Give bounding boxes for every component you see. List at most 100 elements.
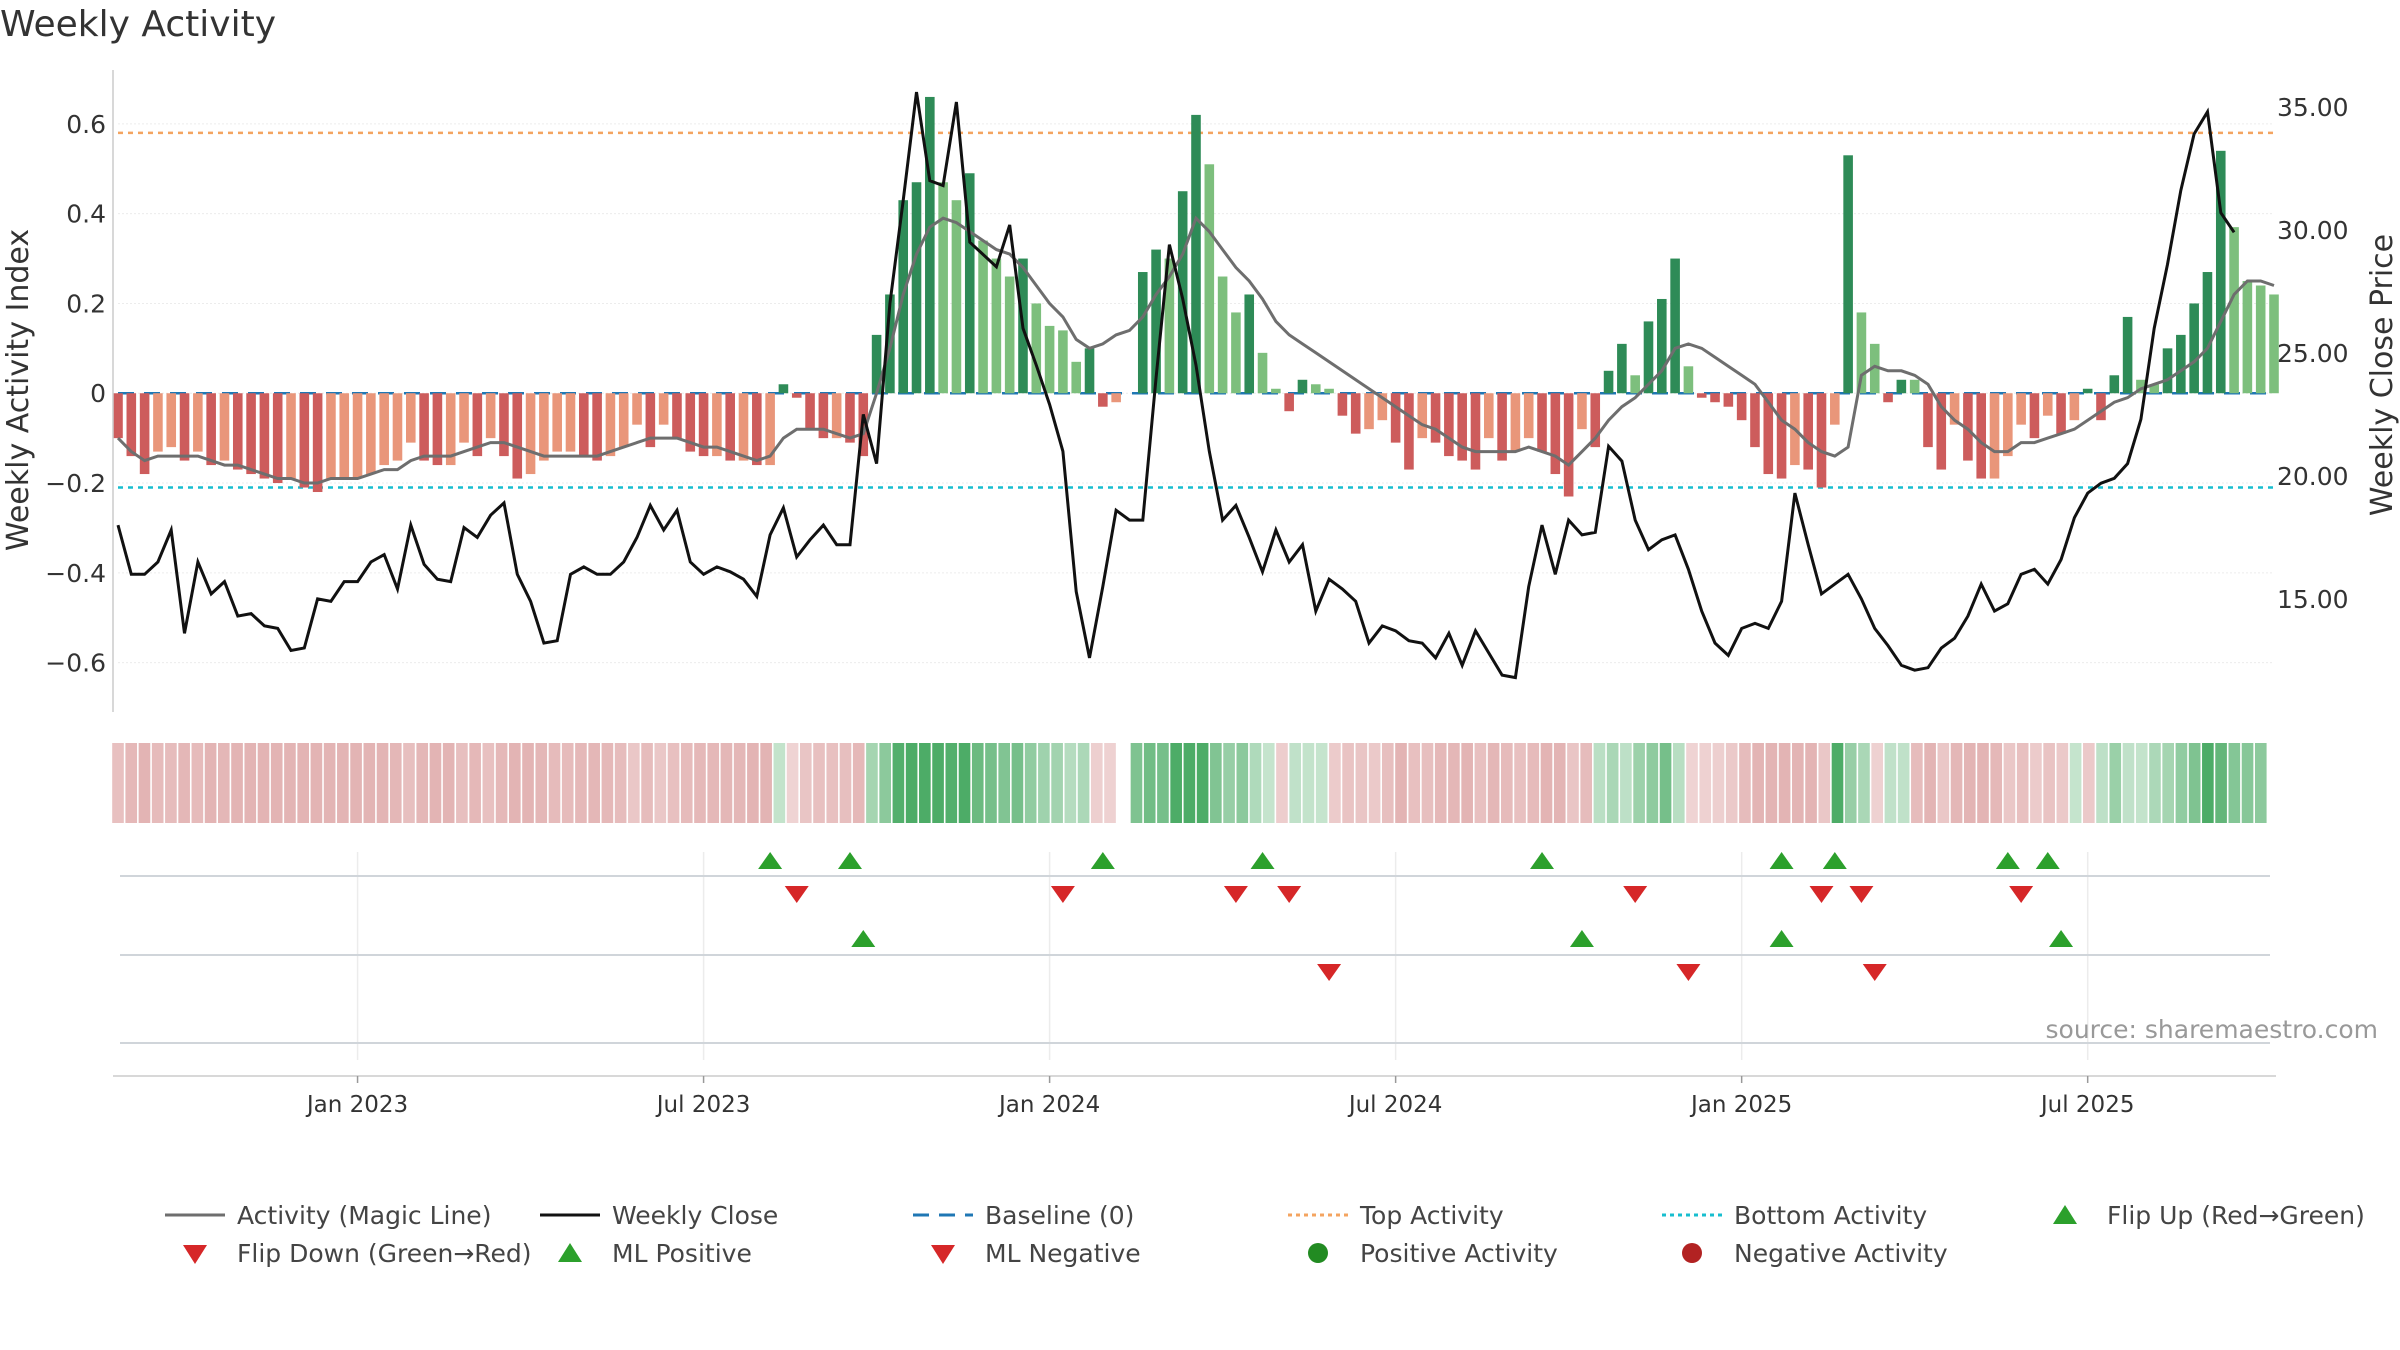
- activity-bar: [1284, 393, 1294, 412]
- strip-cell: [1765, 743, 1778, 823]
- activity-bar: [552, 393, 562, 452]
- activity-bar: [1617, 343, 1627, 394]
- legend-flip-down: Flip Down (Green→Red): [165, 1238, 532, 1268]
- flip-down-marker: [1050, 886, 1075, 903]
- activity-bar: [2229, 227, 2239, 394]
- activity-bar: [2149, 384, 2160, 394]
- y-axis-label-left: Weekly Activity Index: [1, 229, 36, 551]
- y-tick-label-right: 30.00: [2277, 216, 2349, 245]
- strip-cell: [1606, 743, 1619, 823]
- strip-cell: [2043, 743, 2055, 823]
- strip-cell: [866, 743, 878, 823]
- activity-bar: [925, 96, 935, 394]
- activity-bar: [1750, 393, 1760, 448]
- strip-cell: [204, 743, 217, 823]
- activity-bar: [964, 173, 975, 394]
- activity-bar: [206, 393, 216, 466]
- strip-cell: [151, 743, 164, 823]
- strip-cell: [641, 743, 653, 823]
- activity-bar: [525, 393, 536, 475]
- strip-cell: [1329, 743, 1341, 823]
- strip-cell: [1792, 743, 1804, 823]
- weekly-close-series: [116, 91, 2236, 680]
- strip-cell: [1038, 743, 1050, 823]
- strip-cell: [1315, 743, 1328, 823]
- activity-bar: [1883, 393, 1893, 403]
- strip-cell: [799, 743, 812, 823]
- strip-cell: [1090, 743, 1103, 823]
- activity-bar: [1004, 276, 1015, 394]
- axes: 0.6 0.4 0.2 0 −0.2 −0.4 −0.6 35.00 30.00 25.00 20.…: [45, 70, 2349, 712]
- activity-bar: [2082, 388, 2093, 394]
- activity-bar: [1736, 393, 1747, 421]
- strip-cell: [614, 743, 627, 823]
- strip-cell: [1196, 743, 1209, 823]
- activity-bar: [1310, 384, 1321, 394]
- strip-cell: [1646, 743, 1659, 823]
- strip-cell: [2056, 743, 2069, 823]
- close-line-swatch-icon: [540, 1200, 600, 1230]
- activity-bar: [539, 393, 549, 461]
- activity-bar: [1151, 249, 1161, 394]
- flip-down-marker: [1849, 886, 1874, 903]
- flip-up-marker: [1250, 852, 1275, 869]
- activity-bar: [379, 393, 389, 466]
- activity-bar: [1244, 294, 1255, 394]
- strip-cell: [1514, 743, 1526, 823]
- strip-cell: [892, 743, 905, 823]
- strip-cell: [1620, 743, 1632, 823]
- series-lines: [116, 91, 2275, 680]
- strip-cell: [839, 743, 852, 823]
- flip-up-marker: [1822, 852, 1847, 869]
- activity-bar: [1537, 393, 1547, 452]
- activity-bar: [2176, 334, 2186, 394]
- strip-cell: [985, 743, 997, 823]
- legend-label: Top Activity: [1360, 1200, 1504, 1230]
- strip-cell: [429, 743, 442, 823]
- strip-cell: [2215, 743, 2227, 823]
- activity-bar: [1843, 155, 1853, 394]
- strip-cell: [2202, 743, 2214, 823]
- ml-positive-marker: [851, 930, 876, 947]
- strip-cell: [707, 743, 720, 823]
- legend-row-1: Activity (Magic Line) Weekly Close Basel…: [150, 1200, 2400, 1238]
- strip-cell: [680, 743, 693, 823]
- strip-cell: [1805, 743, 1817, 823]
- strip-cell: [337, 743, 349, 823]
- strip-cell: [1858, 743, 1870, 823]
- activity-bar: [1550, 393, 1561, 475]
- strip-cell: [813, 743, 825, 823]
- strip-cell: [297, 743, 309, 823]
- strip-cell: [112, 743, 124, 823]
- activity-bar: [352, 393, 363, 479]
- activity-bar: [1803, 393, 1813, 470]
- activity-bar: [2042, 393, 2053, 416]
- activity-bar: [1590, 393, 1601, 448]
- y-tick-label-right: 15.00: [2277, 585, 2349, 614]
- bottom-activity-swatch-icon: [1662, 1200, 1722, 1230]
- flip-down-marker: [2009, 886, 2034, 903]
- strip-cell: [2175, 743, 2188, 823]
- strip-cell: [1434, 743, 1447, 823]
- activity-bar: [1670, 258, 1680, 394]
- strip-cell: [2109, 743, 2122, 823]
- strip-cell: [1752, 743, 1764, 823]
- legend-ml-positive: ML Positive: [540, 1238, 752, 1268]
- legend-flip-up: Flip Up (Red→Green): [2035, 1200, 2365, 1230]
- strip-cell: [760, 743, 772, 823]
- legend: Activity (Magic Line) Weekly Close Basel…: [150, 1200, 2400, 1276]
- activity-bar: [366, 393, 376, 475]
- activity-bar: [339, 393, 350, 479]
- activity-bar: [1657, 298, 1667, 394]
- x-tick-label: Jul 2024: [1347, 1092, 1443, 1118]
- y-tick-label-left: 0: [90, 379, 106, 408]
- x-tick-label: Jul 2025: [2039, 1092, 2135, 1118]
- activity-bar: [592, 393, 602, 461]
- strip-cell: [1778, 743, 1791, 823]
- activity-bar: [232, 393, 243, 470]
- ml-positive-marker: [2049, 930, 2074, 947]
- activity-bar: [1470, 393, 1481, 470]
- y-tick-label-left: −0.6: [45, 649, 106, 678]
- strip-cell: [1355, 743, 1368, 823]
- strip-cell: [1831, 743, 1844, 823]
